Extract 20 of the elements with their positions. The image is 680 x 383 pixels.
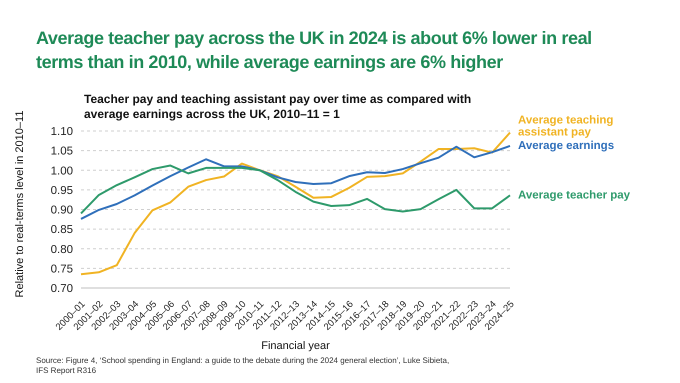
line-series <box>80 164 511 214</box>
series-label: Average teacher pay <box>518 189 631 202</box>
line-series <box>80 132 511 276</box>
y-tick-label: 0.90 <box>50 204 73 217</box>
y-tick-label: 0.80 <box>50 244 73 256</box>
y-tick-label: 0.75 <box>50 263 73 276</box>
y-tick-label: 0.95 <box>50 184 73 197</box>
line-series <box>80 144 511 220</box>
chart-subtitle: Teacher pay and teaching assistant pay over time as compared with average earnings across the UK, 2010–11 = 1 <box>84 92 472 122</box>
y-tick-label: 0.85 <box>50 224 73 236</box>
y-tick-label: 1.05 <box>50 146 73 158</box>
y-tick-label: 1.10 <box>50 126 73 138</box>
y-tick-label: 0.70 <box>50 283 73 296</box>
series-label: Average earnings <box>518 140 614 152</box>
source-note: Source: Figure 4, ‘School spending in England: a guide to the debate during the 2024 general election’, Luke Sibieta, IFS Report R316 <box>36 356 450 376</box>
series-label: Average teaching assistant pay <box>518 114 614 139</box>
x-axis-title: Financial year <box>260 340 331 352</box>
y-axis-title: Relative to real-terms level in 2010–11 <box>14 110 26 297</box>
y-tick-label: 1.00 <box>50 165 73 178</box>
chart-title: Average teacher pay across the UK in 2024 is about 6% lower in real terms than in 2010, while average earnings are 6% higher <box>36 27 593 74</box>
